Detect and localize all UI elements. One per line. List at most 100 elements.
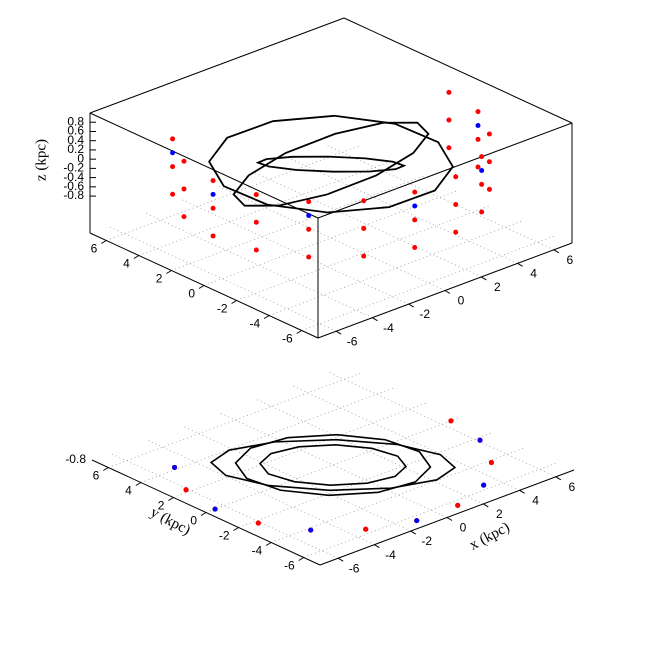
point [412,245,418,251]
z-tick-label: 0 [77,151,84,165]
x-tick [517,262,523,267]
orbit-projection [234,433,432,497]
point [479,209,485,215]
y-tick-label: -2 [217,302,228,316]
y-tick [265,542,272,546]
z-tick-label: -0.4 [63,170,84,184]
point-projection [414,518,420,524]
y-tick-label: 6 [93,469,100,483]
y-tick-label: 6 [91,242,98,256]
x-tick [335,330,342,335]
point [253,192,259,198]
point [412,189,418,195]
x-tick-label: -4 [383,321,394,335]
point-projection [477,437,483,443]
point [446,145,452,151]
x-tick [553,249,560,254]
box-edge [317,122,573,219]
y-tick [231,300,237,304]
point [412,217,418,223]
point [475,164,481,170]
y-tick-label: 4 [125,484,132,498]
point [453,174,459,180]
x-tick-label: -2 [421,534,432,548]
x-tick-label: 2 [494,280,501,294]
y-tick [198,285,205,289]
point [446,89,452,95]
x-tick [372,317,378,322]
orbit-projection [258,444,408,486]
point [446,117,452,123]
point [361,198,367,204]
point [412,203,418,209]
x-tick-label: -6 [349,561,360,575]
point [210,178,216,184]
point [361,253,367,259]
x-tick-label: 4 [530,267,537,281]
box-edge [89,17,345,114]
y-tick [103,467,109,471]
point [475,136,481,142]
y-tick-label: -6 [284,559,295,573]
point-projection [183,487,189,493]
axis-edge [317,242,573,339]
orbit [255,155,407,173]
z-tick-label: 0.4 [67,133,84,147]
y-tick-label: 2 [156,272,163,286]
y-tick [263,315,270,319]
point [253,247,259,253]
x-tick [483,503,489,508]
y-tick-label: 0 [188,287,195,301]
x-tick [555,476,562,481]
y-tick-label: -2 [219,529,230,543]
box-edge [343,17,573,124]
point [486,186,492,192]
x-tick-label: -6 [347,334,358,348]
y-tick [200,512,207,516]
y-tick [101,240,107,244]
y-tick-label: 2 [158,499,165,513]
x-tick-label: -4 [385,548,396,562]
point-projection [448,418,454,424]
axis-edge [89,232,319,339]
point [306,212,312,218]
orbit [232,121,430,207]
x-tick-label: 2 [496,507,503,521]
point-projection [363,526,369,532]
floor-z-label: -0.8 [65,452,86,466]
point [170,191,176,197]
point [361,225,367,231]
point [475,122,481,128]
x-tick [444,290,451,294]
z-tick-label: -0.2 [63,161,84,175]
y-tick [168,497,174,501]
point [479,154,485,160]
y-tick [133,255,140,259]
y-tick [296,330,302,334]
z-tick-label: 0.2 [67,142,84,156]
x-tick-label: 6 [569,480,576,494]
z-tick-label: -0.6 [63,179,84,193]
point [170,136,176,142]
box-edge [89,112,319,219]
x-tick-label: -2 [419,307,430,321]
point [306,226,312,232]
point [306,199,312,205]
y-tick-label: 0 [190,514,197,528]
x-tick [337,557,344,562]
x-tick [408,303,414,308]
y-tick [233,527,239,531]
point [453,201,459,207]
axis-edge [319,469,575,566]
point [170,164,176,170]
point [181,214,187,220]
point [475,109,481,115]
y-tick-label: -4 [249,317,260,331]
point [181,186,187,192]
y-tick [135,482,142,486]
point-projection [455,502,461,508]
x-tick [481,276,487,281]
point [170,150,176,156]
